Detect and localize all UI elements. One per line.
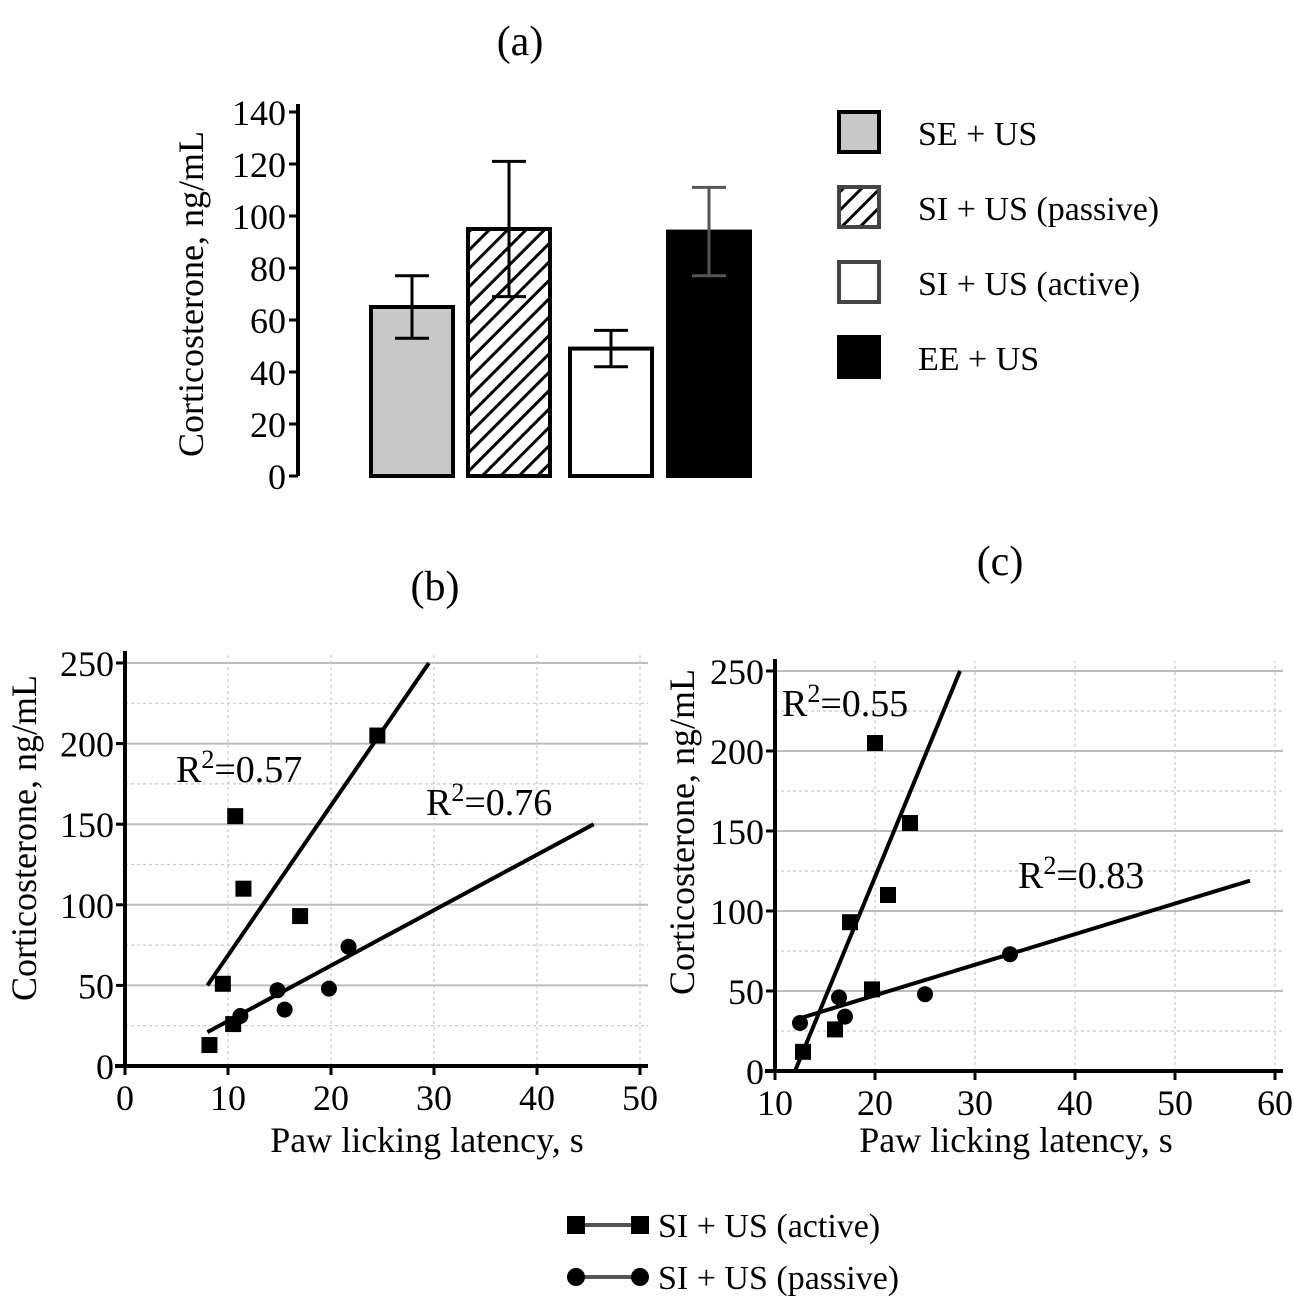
x-tick-label: 60 [1257,1083,1293,1123]
data-point-passive [917,986,933,1003]
x-tick-label: 20 [857,1083,893,1123]
data-point-passive [269,982,286,999]
panel-a-legend: SE + US SI + US (passive) SI + US (active)… [837,110,1159,379]
panel-c-x-axis-title: Paw licking latency, s [859,1120,1173,1160]
data-point-active [827,1021,843,1038]
panel-a: (a) Corticosterone, ng/mL 0 20 40 60 80 100 12… [171,19,1159,497]
y-tick-label: 0 [96,1047,114,1087]
y-tick-label: 140 [232,93,286,133]
legend-marker-circle [567,1268,585,1286]
y-tick-label: 0 [746,1052,764,1092]
y-tick-label: 250 [710,652,764,692]
data-point-active [842,914,858,931]
data-point-active [214,975,231,992]
panel-c-title: (c) [977,539,1024,585]
legend-marker-square [567,1216,585,1234]
x-tick-label: 50 [622,1078,658,1118]
data-point-active [902,815,918,831]
y-tick-label: 150 [710,812,764,852]
data-point-active [292,908,309,925]
data-point-active [795,1043,811,1060]
legend-marker-square [631,1216,649,1234]
panel-a-y-axis: 0 20 40 60 80 100 120 140 [232,93,300,497]
panel-a-bars [369,159,752,479]
panel-a-y-axis-title: Corticosterone, ng/mL [171,131,211,457]
legend-label: SI + US (passive) [918,191,1159,228]
y-tick-label: 50 [728,972,764,1012]
panel-a-title: (a) [497,19,544,65]
legend-swatch [837,335,881,379]
legend-label: SI + US (passive) [658,1260,899,1297]
legend-marker-circle [631,1268,649,1286]
data-point-passive [320,980,337,997]
x-tick-label: 0 [116,1078,134,1118]
y-tick-label: 150 [60,805,114,845]
data-point-passive [276,1001,293,1018]
data-point-active [227,808,244,825]
x-tick-label: 30 [416,1078,452,1118]
y-tick-label: 80 [250,249,286,289]
y-tick-label: 100 [60,886,114,926]
y-tick-label: 20 [250,405,286,445]
r2-annotation: R2=0.57 [176,745,302,791]
data-point-active [201,1037,218,1054]
legend-swatch [837,185,881,229]
y-tick-label: 100 [232,197,286,237]
shared-legend: SI + US (active) SI + US (passive) [567,1208,899,1297]
panel-c: (c) Corticosterone, ng/mL Paw licking la… [662,539,1293,1160]
y-tick-label: 250 [60,644,114,684]
x-tick-label: 20 [313,1078,349,1118]
y-tick-label: 200 [60,725,114,765]
data-point-active [880,887,896,903]
x-tick-label: 10 [757,1083,793,1123]
trendline-passive [206,822,595,1034]
bar [568,346,654,479]
panel-c-y-axis-title: Corticosterone, ng/mL [662,669,702,995]
legend-label: EE + US [918,341,1039,378]
x-tick-label: 50 [1157,1083,1193,1123]
legend-label: SI + US (active) [658,1208,880,1245]
data-point-active [867,735,883,751]
r2-annotation: R2=0.55 [782,679,908,725]
legend-swatch [837,110,881,154]
trendline-active [205,661,431,987]
panel-b-title: (b) [411,564,460,610]
legend-label: SI + US (active) [918,266,1140,303]
data-point-active [235,880,252,897]
data-point-passive [837,1008,853,1025]
y-tick-label: 60 [250,301,286,341]
trendline-active [793,670,962,1072]
x-tick-label: 40 [1057,1083,1093,1123]
y-tick-label: 100 [710,892,764,932]
panel-b-plot: 0 50 100 150 200 250 0 10 20 30 40 50 R2=0.57 R2=0.76 [60,644,658,1118]
y-tick-label: 0 [268,457,286,497]
y-tick-label: 120 [232,145,286,185]
y-tick-label: 200 [710,732,764,772]
panel-b: (b) Corticosterone, ng/mL Paw licking la… [4,564,658,1160]
data-point-passive [1002,946,1018,963]
data-point-active [369,727,386,744]
x-tick-label: 30 [957,1083,993,1123]
x-tick-label: 40 [519,1078,555,1118]
trendline-passive [794,878,1251,1022]
y-tick-label: 50 [78,966,114,1006]
data-point-passive [340,938,357,955]
panel-b-x-axis-title: Paw licking latency, s [270,1120,584,1160]
data-point-passive [831,989,847,1006]
x-tick-label: 10 [210,1078,246,1118]
data-point-passive [792,1015,808,1031]
y-tick-label: 40 [250,353,286,393]
legend-label: SE + US [918,116,1037,153]
data-point-passive [232,1008,249,1025]
r2-annotation: R2=0.76 [426,778,552,824]
legend-swatch [837,260,881,304]
panel-b-y-axis-title: Corticosterone, ng/mL [4,675,44,1001]
panel-c-plot: 0 50 100 150 200 250 10 20 30 40 50 60 R2=0.55 R2=0.8… [710,652,1293,1123]
r2-annotation: R2=0.83 [1018,851,1144,897]
